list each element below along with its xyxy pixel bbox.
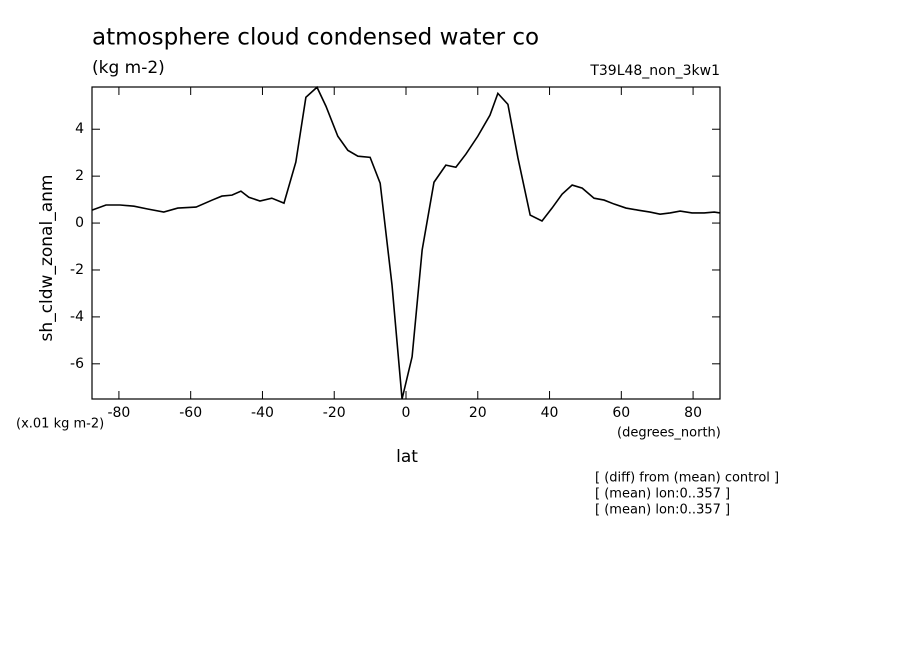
x-tick-label: 0 [402, 405, 411, 421]
y-tick-label: -6 [70, 356, 84, 372]
x-axis-label: lat [396, 447, 418, 467]
y-tick-label: -2 [70, 262, 84, 278]
y-tick-label: 4 [75, 121, 84, 137]
x-tick-label: 40 [541, 405, 559, 421]
x-tick-label: 20 [469, 405, 487, 421]
y-tick-label: -4 [70, 309, 84, 325]
x-tick-label: 80 [684, 405, 702, 421]
note: [ (mean) lon:0..357 ] [595, 487, 730, 502]
chart-subtitle: (kg m-2) [92, 58, 165, 78]
x-tick-label: -80 [107, 405, 130, 421]
y-axis-label: sh_cldw_zonal_anm [37, 175, 57, 342]
x-tick-label: -60 [179, 405, 202, 421]
x-tick-label: -40 [251, 405, 274, 421]
note: [ (diff) from (mean) control ] [595, 471, 779, 486]
note: [ (mean) lon:0..357 ] [595, 503, 730, 518]
x-units: (degrees_north) [617, 426, 721, 441]
y-tick-label: 0 [75, 215, 84, 231]
y-tick-label: 2 [75, 168, 84, 184]
x-tick-label: -20 [323, 405, 346, 421]
run-label: T39L48_non_3kw1 [589, 63, 720, 79]
x-tick-label: 60 [612, 405, 630, 421]
chart-title: atmosphere cloud condensed water co [92, 25, 539, 51]
y-units: (x.01 kg m-2) [16, 417, 104, 432]
plot-frame [91, 86, 721, 400]
data-line [91, 85, 721, 400]
